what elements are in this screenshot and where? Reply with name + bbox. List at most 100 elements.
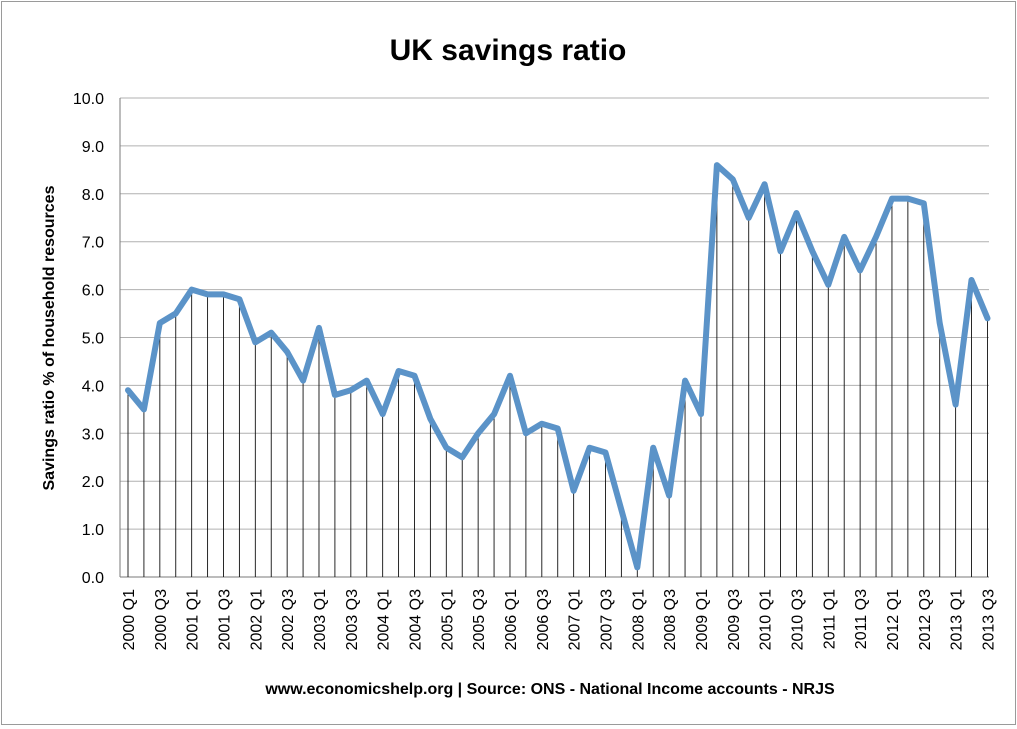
data-point — [539, 421, 544, 426]
data-point — [762, 182, 767, 187]
x-tick-label: 2010 Q1 — [758, 589, 775, 650]
data-point — [269, 330, 274, 335]
data-point — [603, 450, 608, 455]
data-point — [969, 278, 974, 283]
data-point — [905, 196, 910, 201]
x-tick-label: 2012 Q3 — [917, 589, 934, 650]
x-tick-label: 2008 Q1 — [630, 589, 647, 650]
data-point — [173, 311, 178, 316]
data-point — [221, 292, 226, 297]
data-point — [444, 445, 449, 450]
data-point — [667, 493, 672, 498]
data-point — [285, 349, 290, 354]
data-point — [953, 402, 958, 407]
data-point — [205, 292, 210, 297]
data-point — [316, 325, 321, 330]
y-tick-label: 5.0 — [82, 331, 104, 348]
data-point — [921, 201, 926, 206]
data-point — [651, 445, 656, 450]
data-point — [571, 488, 576, 493]
data-point — [380, 412, 385, 417]
x-tick-label: 2002 Q1 — [248, 589, 265, 650]
y-tick-label: 9.0 — [82, 139, 104, 156]
x-tick-label: 2008 Q3 — [662, 589, 679, 650]
data-point — [237, 297, 242, 302]
data-point — [778, 249, 783, 254]
y-tick-label: 4.0 — [82, 378, 104, 395]
x-tick-label: 2013 Q1 — [949, 589, 966, 650]
drop-lines — [127, 165, 988, 577]
x-tick-label: 2007 Q3 — [598, 589, 615, 650]
data-point — [507, 373, 512, 378]
data-point — [683, 378, 688, 383]
x-tick-label: 2009 Q3 — [726, 589, 743, 650]
data-point — [476, 431, 481, 436]
data-point — [428, 416, 433, 421]
data-point — [842, 234, 847, 239]
x-tick-label: 2006 Q1 — [503, 589, 520, 650]
y-axis-label: Savings ratio % of household resources — [41, 185, 58, 490]
y-tick-label: 6.0 — [82, 283, 104, 300]
y-tick-label: 3.0 — [82, 426, 104, 443]
x-tick-label: 2005 Q3 — [471, 589, 488, 650]
data-point — [189, 287, 194, 292]
data-point — [332, 392, 337, 397]
data-point — [587, 445, 592, 450]
x-tick-label: 2000 Q3 — [153, 589, 170, 650]
data-point — [826, 282, 831, 287]
source-note: www.economicshelp.org | Source: ONS - Na… — [264, 681, 835, 698]
x-tick-label: 2012 Q1 — [885, 589, 902, 650]
y-tick-label: 7.0 — [82, 235, 104, 252]
x-tick-label: 2003 Q1 — [312, 589, 329, 650]
x-tick-label: 2003 Q3 — [344, 589, 361, 650]
y-tick-label: 1.0 — [82, 522, 104, 539]
x-tick-label: 2006 Q3 — [535, 589, 552, 650]
data-point — [523, 431, 528, 436]
x-tick-label: 2011 Q1 — [821, 589, 838, 649]
x-tick-label: 2000 Q1 — [121, 589, 138, 650]
data-point — [555, 426, 560, 431]
x-tick-label: 2001 Q3 — [216, 589, 233, 650]
data-point — [412, 373, 417, 378]
data-point — [985, 316, 990, 321]
data-point — [746, 215, 751, 220]
y-tick-label: 0.0 — [82, 570, 104, 587]
x-tick-label: 2011 Q3 — [853, 589, 870, 649]
data-point — [126, 388, 130, 393]
x-tick-label: 2004 Q1 — [376, 589, 393, 650]
data-point — [714, 163, 719, 168]
data-point — [348, 388, 353, 393]
data-point — [492, 412, 497, 417]
data-point — [364, 378, 369, 383]
data-point — [396, 369, 401, 374]
data-point — [635, 565, 640, 570]
series-savings-ratio — [125, 162, 991, 571]
x-tick-label: 2004 Q3 — [407, 589, 424, 650]
data-point — [730, 177, 735, 182]
x-tick-label: 2007 Q1 — [567, 589, 584, 650]
x-tick-label: 2001 Q1 — [185, 589, 202, 650]
y-tick-label: 10.0 — [73, 91, 104, 108]
chart-title: UK savings ratio — [390, 34, 627, 67]
data-point — [874, 234, 879, 239]
data-point — [858, 268, 863, 273]
x-tick-label: 2002 Q3 — [280, 589, 297, 650]
data-point — [698, 412, 703, 417]
x-tick-label: 2009 Q1 — [694, 589, 711, 650]
x-tick-label: 2010 Q3 — [789, 589, 806, 650]
data-point — [141, 407, 146, 412]
data-point — [889, 196, 894, 201]
data-point — [301, 378, 306, 383]
data-point — [794, 210, 799, 215]
y-tick-labels: 0.0 1.0 2.0 3.0 4.0 5.0 6.0 7.0 8.0 9.0 10.0 — [73, 91, 104, 587]
data-point — [937, 321, 942, 326]
x-tick-label: 2013 Q3 — [980, 589, 997, 650]
data-point — [253, 340, 258, 345]
y-tick-label: 8.0 — [82, 187, 104, 204]
x-tick-label: 2005 Q1 — [439, 589, 456, 650]
data-point — [460, 455, 465, 460]
data-point — [619, 507, 624, 512]
data-point — [810, 249, 815, 254]
